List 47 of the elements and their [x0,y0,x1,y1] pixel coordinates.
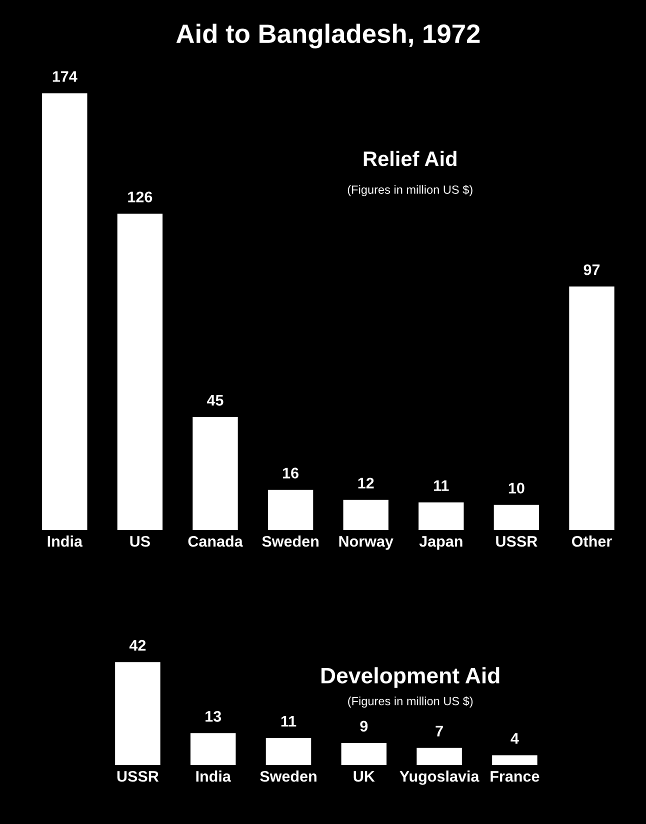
bar [494,504,540,530]
x-tick-label: India [48,536,83,547]
bar [492,755,538,765]
text: (Figures in million US $) [348,696,473,708]
x-tick-label: Norway [339,536,394,550]
bar [341,742,387,765]
data-label: 4 [510,733,519,744]
bar [343,500,388,530]
x-tick-label: Canada [188,536,243,547]
x-tick-label: Other [572,536,612,547]
bar [266,738,312,765]
bar [569,286,614,530]
data-label: 10 [508,482,524,494]
data-label: 126 [128,192,152,202]
data-label: 42 [129,640,146,651]
x-tick-label: USSR [117,770,159,782]
data-label: 13 [206,710,222,722]
x-tick-label: UK [354,771,375,782]
x-tick-label: Yugoslavia [400,770,480,785]
bar [117,214,163,530]
bar [192,417,238,530]
x-tick-label: Sweden [260,770,316,782]
bar [416,748,462,765]
bar [115,662,160,765]
data-label: 97 [584,264,600,276]
x-tick-label: Japan [419,536,462,550]
annotation: (Figures in million US $) [348,184,472,196]
x-tick-label: US [130,536,150,547]
text: Relief Aid [364,150,456,166]
x-tick-label: India [196,770,232,782]
bar [42,93,88,530]
data-label: 11 [434,480,449,491]
data-label: 11 [281,716,296,727]
data-label: 16 [283,468,298,478]
x-tick-label: Sweden [262,536,318,547]
data-label: 7 [436,726,443,736]
data-label: 9 [360,720,368,732]
chart-title: Development Aid [322,667,500,688]
chart-title: Aid to Bangladesh, 1972 [176,24,480,48]
data-label: 174 [52,71,78,82]
data-label: 12 [358,478,374,488]
bar [190,733,236,765]
x-tick-label: France [490,771,540,782]
bar [268,490,314,530]
data-label: 45 [206,395,224,406]
x-tick-label: USSR [496,536,538,547]
bar [418,502,464,530]
